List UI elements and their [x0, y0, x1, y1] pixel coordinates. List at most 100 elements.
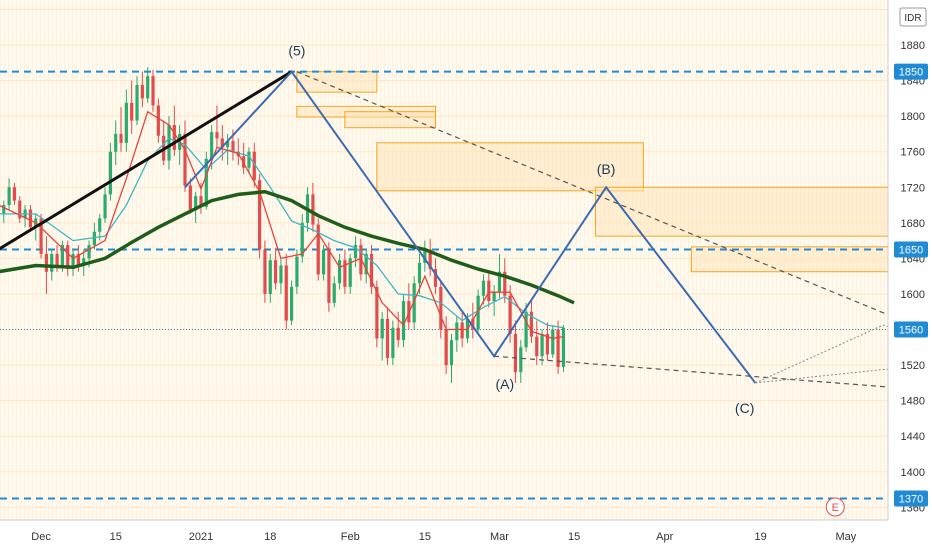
x-tick-label: Feb: [341, 531, 360, 543]
resistance-zone: [344, 111, 437, 129]
triangle-pattern-line: [755, 365, 932, 384]
candle-body: [135, 85, 139, 121]
candle-body: [103, 194, 107, 219]
candle-body: [231, 141, 235, 152]
candle-body: [433, 269, 438, 287]
candle-body: [44, 253, 49, 272]
y-tick-label: 1600: [901, 289, 925, 301]
candle-body: [39, 218, 43, 254]
y-tick-label: 1400: [901, 467, 925, 479]
candle-body: [492, 292, 496, 302]
price-badge: [894, 63, 928, 80]
resistance-zone: [296, 71, 378, 93]
candle-body: [487, 280, 491, 302]
candle-body: [460, 322, 464, 339]
candle-body: [50, 253, 54, 272]
candle-body: [321, 249, 326, 275]
candle-body: [220, 138, 224, 148]
candle-body: [343, 260, 347, 287]
candle-body: [124, 102, 128, 143]
moving-average-mid: [0, 137, 564, 329]
candle-body: [7, 187, 11, 206]
candle-body: [561, 327, 566, 367]
candle-body: [508, 295, 512, 334]
x-tick-label: 2021: [189, 531, 213, 543]
y-tick-label: 1520: [901, 360, 925, 372]
x-tick-label: 15: [110, 531, 122, 543]
candle-body: [300, 222, 304, 257]
candle-body: [375, 286, 379, 339]
candle-body: [252, 151, 256, 181]
candle-body: [66, 245, 70, 270]
candle-body: [369, 253, 374, 287]
wave-label: (B): [597, 161, 616, 177]
candle-body: [524, 311, 528, 348]
candle-body: [513, 333, 518, 373]
candle-body: [108, 151, 112, 195]
candle-body: [263, 249, 267, 294]
candle-body: [204, 158, 208, 207]
candle-body: [316, 224, 320, 275]
x-tick-label: 19: [755, 531, 767, 543]
candle-body: [503, 271, 507, 296]
candle-body: [380, 318, 384, 339]
currency-label: IDR: [904, 13, 921, 24]
price-badge-label: 1370: [899, 493, 923, 505]
candle-body: [428, 249, 432, 270]
candle-body: [183, 133, 187, 186]
candle-body: [497, 271, 502, 293]
candle-body: [226, 141, 230, 148]
candle-body: [290, 286, 294, 321]
candle-body: [423, 249, 427, 263]
candle-body: [268, 260, 272, 294]
candle-body: [311, 194, 315, 225]
candle-body: [12, 187, 17, 201]
resistance-zone: [594, 186, 932, 237]
candle-body: [284, 265, 288, 321]
x-tick-label: Mar: [490, 531, 509, 543]
candle-body: [55, 253, 59, 268]
candle-body: [76, 253, 80, 266]
candle-body: [295, 256, 299, 287]
candle-body: [412, 283, 416, 323]
moving-average-fast: [0, 110, 564, 340]
earnings-marker-label: E: [832, 502, 839, 514]
candle-body: [28, 209, 33, 228]
candle-body: [119, 133, 123, 143]
candle-body: [551, 329, 555, 355]
candle-body: [396, 327, 400, 341]
candle-body: [274, 260, 278, 284]
y-tick-label: 1480: [901, 396, 925, 408]
x-tick-label: 15: [568, 531, 580, 543]
candle-body: [519, 347, 523, 373]
wave-label: (A): [495, 376, 514, 392]
candle-body: [71, 253, 75, 270]
candle-body: [364, 253, 368, 275]
candle-body: [2, 205, 6, 214]
price-badge-label: 1560: [899, 325, 923, 337]
candle-body: [556, 329, 560, 367]
moving-average-slow: [0, 189, 575, 305]
y-tick-label: 1440: [901, 431, 925, 443]
candle-body: [439, 286, 443, 330]
candle-body: [353, 245, 358, 259]
candle-body: [188, 185, 192, 210]
candle-body: [471, 318, 475, 330]
candle-body: [535, 336, 539, 357]
currency-badge[interactable]: [899, 7, 927, 27]
candle-body: [332, 283, 336, 303]
price-badge: [894, 321, 928, 338]
candle-body: [18, 200, 22, 219]
candle-body: [87, 245, 91, 259]
price-badge-label: 1650: [899, 244, 923, 256]
y-tick-label: 1680: [901, 218, 925, 230]
candle-body: [167, 125, 171, 161]
earnings-marker-icon[interactable]: [825, 497, 845, 517]
candle-body: [247, 151, 251, 168]
candle-body: [444, 329, 448, 366]
wave-label: (5): [288, 43, 305, 59]
y-tick-label: 1720: [901, 182, 925, 194]
wave-label: (C): [735, 400, 754, 416]
